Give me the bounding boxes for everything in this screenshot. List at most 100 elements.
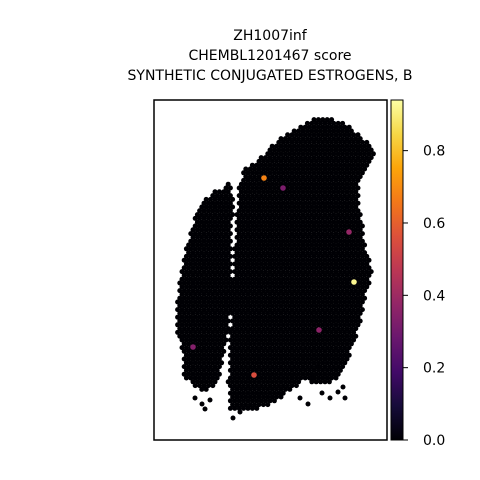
tissue-spot — [300, 371, 306, 377]
tissue-spot — [302, 208, 308, 214]
tissue-spot — [252, 318, 258, 324]
tissue-spot — [249, 390, 255, 396]
tissue-spot — [309, 174, 315, 180]
tissue-spot — [274, 181, 280, 187]
tissue-spot — [313, 341, 319, 347]
tissue-spot — [296, 364, 302, 370]
tissue-spot — [296, 379, 302, 385]
tissue-spot — [315, 299, 321, 305]
tissue-spot — [271, 193, 277, 199]
tissue-spot — [337, 367, 343, 373]
tissue-spot — [183, 299, 189, 305]
tissue-spot — [331, 341, 337, 347]
tissue-spot — [267, 177, 273, 183]
tissue-spot — [256, 348, 262, 354]
tissue-spot — [346, 276, 352, 282]
tissue-spot — [291, 212, 297, 218]
tissue-spot — [311, 117, 317, 123]
tissue-spot — [289, 139, 295, 145]
tissue-spot — [291, 341, 297, 347]
tissue-spot — [258, 390, 264, 396]
tissue-spot — [313, 318, 319, 324]
tissue-spot — [276, 208, 282, 214]
tissue-spot — [241, 253, 247, 259]
tissue-spot — [210, 360, 216, 366]
tissue-spot — [216, 189, 222, 195]
tissue-spot — [359, 238, 365, 244]
tissue-spot — [329, 276, 335, 282]
tissue-spot — [282, 265, 288, 271]
tissue-spot — [254, 177, 260, 183]
tissue-spot — [212, 204, 218, 210]
tissue-spot — [186, 318, 192, 324]
tissue-spot — [351, 299, 357, 305]
tissue-spot — [337, 284, 343, 290]
tissue-spot — [274, 318, 280, 324]
tissue-spot — [247, 272, 253, 278]
tissue-spot — [357, 212, 363, 218]
tissue-spot — [236, 375, 242, 381]
tissue-spot — [342, 246, 348, 252]
tissue-spot — [302, 345, 308, 351]
tissue-spot — [197, 329, 203, 335]
tissue-spot — [276, 231, 282, 237]
tissue-spot — [320, 276, 326, 282]
tissue-spot — [320, 352, 326, 358]
tissue-spot — [313, 196, 319, 202]
tissue-spot — [197, 314, 203, 320]
tissue-spot — [241, 223, 247, 229]
tissue-spot — [216, 341, 222, 347]
tissue-spot — [263, 291, 269, 297]
tissue-spot — [335, 219, 341, 225]
tissue-spot — [219, 329, 225, 335]
tissue-spot — [285, 314, 291, 320]
tissue-spot — [254, 314, 260, 320]
tissue-spot — [243, 356, 249, 362]
tissue-spot — [340, 295, 346, 301]
tissue-spot — [291, 272, 297, 278]
tissue-spot — [256, 295, 262, 301]
tissue-spot — [335, 371, 341, 377]
tissue-spot — [309, 212, 315, 218]
tissue-spot — [183, 307, 189, 313]
tissue-spot — [315, 307, 321, 313]
tissue-spot — [324, 261, 330, 267]
tissue-spot — [252, 174, 258, 180]
tissue-spot — [227, 383, 233, 389]
tissue-spot — [309, 136, 315, 142]
tissue-spot — [291, 250, 297, 256]
tissue-spot — [194, 303, 200, 309]
tissue-spot — [192, 284, 198, 290]
tissue-spot — [238, 219, 244, 225]
tissue-spot — [190, 326, 196, 332]
tissue-spot — [304, 181, 310, 187]
tissue-spot — [267, 314, 273, 320]
tissue-spot — [329, 367, 335, 373]
tissue-spot — [337, 269, 343, 275]
tissue-spot — [298, 215, 304, 221]
tissue-spot — [267, 383, 273, 389]
tissue-spot — [225, 212, 231, 218]
tissue-spot — [302, 139, 308, 145]
tissue-spot — [269, 386, 275, 392]
chart-title-line-1: ZH1007inf — [233, 28, 307, 44]
tissue-spot — [353, 174, 359, 180]
tissue-spot — [234, 212, 240, 218]
tissue-spot — [302, 231, 308, 237]
tissue-spot — [357, 295, 363, 301]
colorbar-tick-label: 0.2 — [423, 361, 445, 377]
tissue-spot — [181, 348, 187, 354]
tissue-spot — [260, 280, 266, 286]
tissue-spot — [302, 352, 308, 358]
tissue-spot — [223, 291, 229, 297]
tissue-spot — [192, 360, 198, 366]
tissue-spot — [192, 299, 198, 305]
tissue-spot — [241, 276, 247, 282]
tissue-spot — [249, 193, 255, 199]
tissue-spot — [183, 276, 189, 282]
tissue-spot — [351, 238, 357, 244]
tissue-spot — [205, 375, 211, 381]
tissue-spot — [296, 280, 302, 286]
tissue-spot — [313, 333, 319, 339]
tissue-spot — [282, 250, 288, 256]
